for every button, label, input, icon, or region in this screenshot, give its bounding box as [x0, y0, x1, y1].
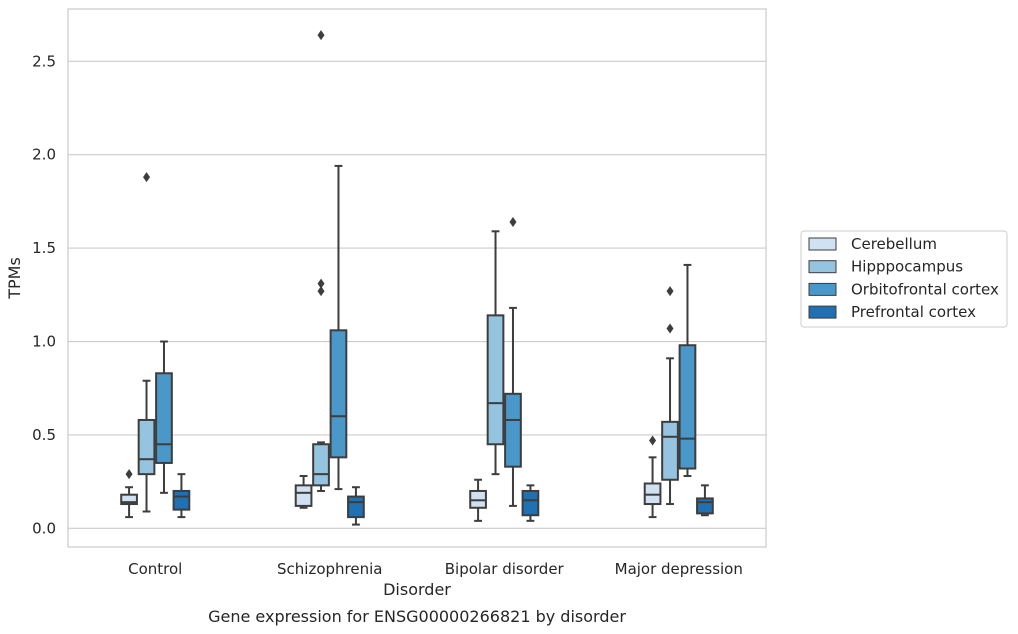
outlier-point: [317, 30, 325, 41]
outlier-point: [666, 286, 674, 297]
y-tick-label: 0.5: [32, 426, 56, 444]
chart-caption: Gene expression for ENSG00000266821 by d…: [208, 607, 626, 626]
legend-frame: [800, 230, 1008, 328]
legend-swatch: [808, 260, 837, 274]
box-prefrontal-cortex: [521, 484, 540, 522]
y-tick-label: 0.0: [32, 519, 56, 537]
iqr-box: [678, 344, 697, 470]
iqr-box: [521, 489, 540, 517]
outlier-point: [317, 286, 325, 297]
iqr-box: [155, 372, 173, 464]
legend-label: Hipppocampus: [851, 258, 963, 276]
iqr-box: [137, 418, 156, 476]
iqr-box: [120, 493, 138, 506]
legend: Cerebellum Hipppocampus Orbitofrontal cort…: [800, 230, 1008, 328]
box-hipppocampus: [137, 172, 156, 513]
box-cerebellum: [643, 435, 662, 519]
box-orbitofrontal-cortex: [504, 216, 522, 507]
plot-frame: [67, 8, 767, 548]
outlier-point: [143, 172, 151, 183]
legend-label: Prefrontal cortex: [851, 303, 976, 321]
outlier-point: [666, 323, 674, 334]
legend-swatch: [808, 237, 837, 251]
outlier-point: [317, 278, 325, 289]
box-cerebellum: [120, 469, 138, 519]
y-axis-ticks: 0.0 0.5 1.0 1.5 2.0 2.5: [32, 52, 56, 537]
box-hipppocampus: [486, 230, 505, 476]
iqr-box: [696, 497, 714, 515]
y-axis-label: TPMs: [5, 257, 24, 300]
x-tick-label: Control: [128, 560, 182, 578]
legend-swatch: [808, 282, 837, 296]
y-tick-label: 2.0: [32, 146, 56, 164]
iqr-box: [347, 495, 365, 519]
y-tick-label: 1.5: [32, 239, 56, 257]
iqr-box: [504, 392, 522, 468]
y-tick-label: 1.0: [32, 333, 56, 351]
box-prefrontal-cortex: [347, 486, 365, 526]
iqr-box: [329, 329, 348, 459]
y-tick-label: 2.5: [32, 52, 56, 70]
box-cerebellum: [294, 475, 313, 509]
x-tick-label: Schizophrenia: [277, 560, 382, 578]
outlier-point: [509, 216, 517, 227]
box-orbitofrontal-cortex: [329, 164, 348, 491]
box-hipppocampus: [312, 30, 330, 492]
iqr-box: [294, 484, 313, 507]
legend-label: Cerebellum: [851, 235, 937, 253]
box-orbitofrontal-cortex: [155, 340, 173, 494]
x-axis-label: Disorder: [383, 580, 451, 599]
x-axis-ticks: Control Schizophrenia Bipolar disorder Majo…: [128, 560, 743, 578]
box-hipppocampus: [661, 286, 679, 506]
outlier-point: [649, 435, 657, 446]
box-prefrontal-cortex: [696, 484, 714, 517]
iqr-box: [661, 420, 679, 481]
outlier-point: [125, 469, 133, 480]
legend-label: Orbitofrontal cortex: [851, 280, 999, 298]
box-prefrontal-cortex: [172, 473, 191, 519]
gridlines: [68, 60, 766, 529]
iqr-box: [172, 489, 191, 511]
box-orbitofrontal-cortex: [678, 263, 697, 478]
x-tick-label: Bipolar disorder: [445, 560, 565, 578]
legend-swatch: [808, 305, 837, 319]
plot-area: [120, 30, 714, 526]
box-cerebellum: [469, 478, 487, 522]
iqr-box: [312, 443, 330, 487]
x-tick-label: Major depression: [615, 560, 743, 578]
iqr-box: [486, 314, 505, 446]
